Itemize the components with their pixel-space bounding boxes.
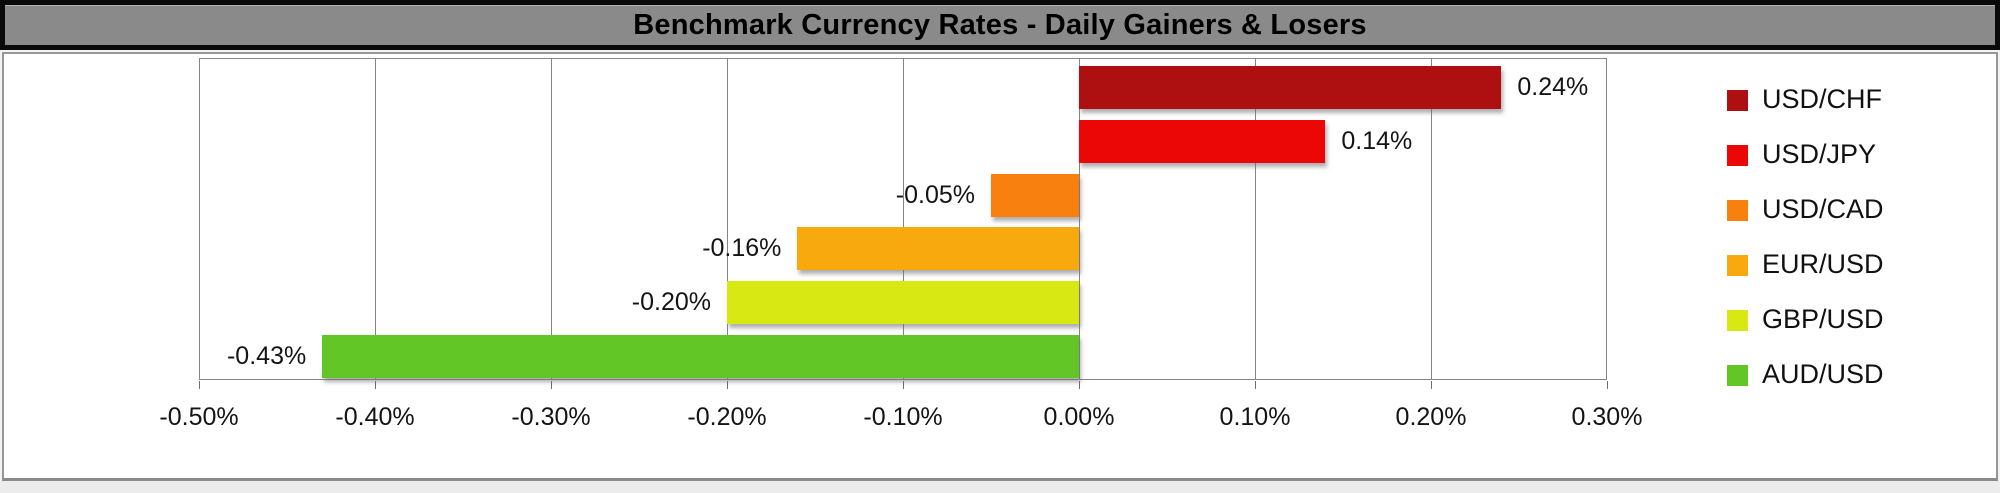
chart-plot-background bbox=[2, 52, 1998, 481]
chart-title-bar: Benchmark Currency Rates - Daily Gainers… bbox=[0, 0, 2000, 50]
chart-title: Benchmark Currency Rates - Daily Gainers… bbox=[633, 8, 1367, 41]
window-bottom-strip bbox=[0, 481, 2000, 493]
